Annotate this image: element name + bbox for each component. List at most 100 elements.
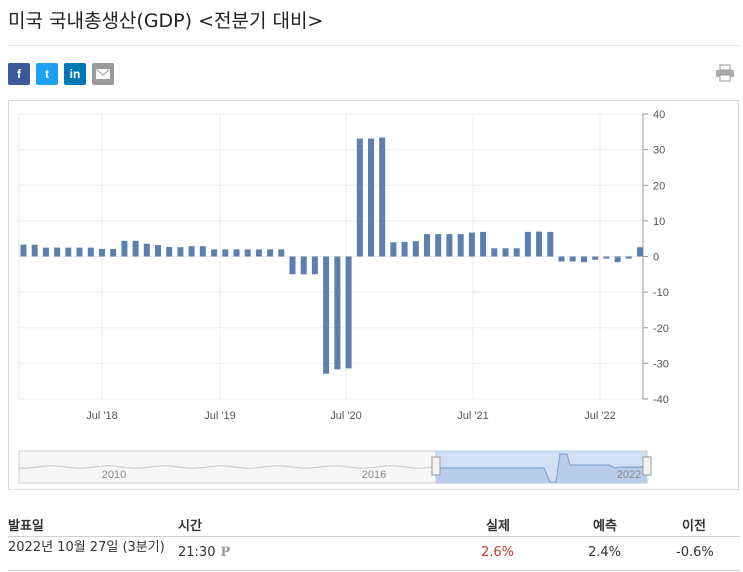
header-time: 시간 [178,519,202,534]
envelope-icon [96,69,110,79]
bar [42,247,49,257]
bar [581,256,587,263]
bar [311,256,318,275]
bar [592,256,599,260]
table-row: 2022년 10월 27일 (3분기) 21:30 P 2.6% 2.4% -0.… [8,537,740,571]
twitter-icon: t [45,67,49,81]
bar [637,247,643,257]
bar [110,249,117,257]
table-header: 발표일 시간 실제 예측 이전 [8,510,740,537]
preliminary-flag: P [220,545,231,560]
y-tick-label: 40 [653,109,665,121]
bar [199,246,206,257]
bar [412,241,419,257]
header-previous: 이전 [682,519,706,534]
bar [188,246,195,257]
bar [625,256,632,259]
bar [244,249,251,257]
header-release-date: 발표일 [8,519,44,534]
navigator-tick-label: 2016 [362,469,386,481]
bar [401,241,408,257]
bar [558,256,565,262]
row-actual: 2.6% [481,545,515,560]
bar [491,248,498,257]
bar [166,246,173,257]
bar [480,231,487,257]
y-tick-label: -30 [653,358,669,370]
bar [513,248,520,257]
bar [323,256,330,374]
bar [536,231,543,257]
linkedin-icon: in [69,67,81,81]
bar [569,256,576,262]
y-tick-label: 0 [653,252,659,264]
x-tick-label: Jul '20 [330,410,361,422]
navigator-tick-label: 2022 [617,469,641,481]
bar [267,249,274,257]
navigator-handle-left[interactable] [431,456,441,476]
bar [614,256,621,263]
x-tick-label: Jul '21 [457,410,488,422]
bar [424,234,430,257]
bar [20,244,27,257]
bar [547,231,554,257]
bar [132,240,139,257]
x-tick-label: Jul '18 [86,410,117,422]
bar [222,249,229,257]
twitter-share-button[interactable]: t [36,63,58,85]
bar [121,240,128,257]
row-time-value: 21:30 [178,545,216,560]
bar [54,247,61,257]
navigator-handle-right[interactable] [642,456,652,476]
facebook-share-button[interactable]: f [8,63,30,85]
bar [143,243,150,257]
y-tick-label: 30 [653,145,665,157]
bar [603,256,610,259]
y-tick-label: -40 [653,394,669,406]
y-tick-label: -20 [653,323,669,335]
bar [278,249,285,257]
y-tick-label: 10 [653,216,665,228]
bar [435,234,442,257]
bar [211,249,218,257]
title-divider [8,45,740,46]
navigator-line [436,453,647,483]
header-forecast: 예측 [593,519,617,534]
chart-container: 40 30 20 10 0 -10 -20 -30 -40 Jul '18 Jul '19 Jul '… [8,100,739,490]
row-forecast: 2.4% [588,545,622,560]
email-share-button[interactable] [92,63,114,85]
bar [524,231,531,257]
bar [457,234,464,257]
bar [468,232,475,257]
bar [300,256,307,275]
row-previous: -0.6% [676,545,714,560]
bar [65,247,72,257]
header-actual: 실제 [486,519,510,534]
bar [99,249,105,257]
x-tick-label: Jul '19 [204,410,235,422]
printer-icon [716,64,734,82]
bar [502,248,509,257]
x-tick-label: Jul '22 [584,410,615,422]
row-release-date: 2022년 10월 27일 (3분기) [8,540,165,555]
bar [379,137,386,257]
bar [334,256,341,370]
bar [356,138,363,257]
navigator-history-line [18,465,434,469]
bar [255,249,262,257]
bar [345,256,352,369]
bar [368,138,374,257]
y-tick-label: 20 [653,180,665,192]
print-button[interactable] [715,64,735,82]
bar [390,242,397,257]
bar [289,256,296,275]
bar [155,245,161,257]
page-title: 미국 국내총생산(GDP) <전분기 대비> [8,10,324,32]
facebook-icon: f [17,67,21,81]
bar [446,234,453,257]
bar [76,247,83,257]
bar [87,247,94,257]
linkedin-share-button[interactable]: in [64,63,86,85]
bar [31,244,38,257]
